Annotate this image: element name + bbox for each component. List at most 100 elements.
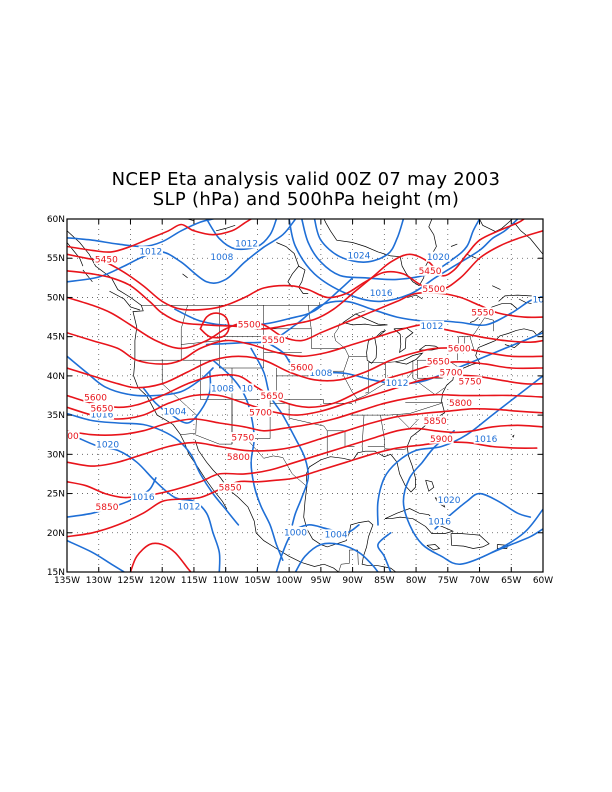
y-tick-label: 60N <box>47 215 65 225</box>
slp-label-bg <box>130 491 156 502</box>
coastline-segment <box>67 230 144 376</box>
slp-label-bg <box>346 250 372 261</box>
slp-label-bg <box>89 409 115 420</box>
slp-label: 1000 <box>284 528 307 538</box>
slp-label: 1016 <box>90 411 113 421</box>
coastline-segment <box>216 224 236 232</box>
slp-contour <box>67 355 214 397</box>
height-label-bg <box>230 432 256 443</box>
height-label-bg <box>94 254 119 265</box>
slp-label-bg <box>210 383 235 394</box>
height-label: 5800 <box>227 453 250 463</box>
title-line-1: NCEP Eta analysis valid 00Z 07 may 2003 <box>111 169 501 190</box>
slp-label: 1008 <box>210 253 233 263</box>
y-tick-label: 15N <box>47 568 65 578</box>
height-label-bg <box>259 390 285 401</box>
coastline-segment <box>194 440 339 572</box>
x-tick-label: 75W <box>438 576 458 586</box>
height-contour <box>67 219 525 330</box>
slp-contour <box>67 477 157 518</box>
height-label-bg <box>83 392 108 403</box>
boundary-line <box>333 323 346 349</box>
y-tick-label: 35N <box>47 411 65 421</box>
coastline-segment <box>469 303 518 323</box>
coastline-segment <box>425 479 435 492</box>
map-frame <box>66 218 544 573</box>
height-label: 5850 <box>96 503 119 513</box>
height-label: 400 <box>62 432 79 442</box>
slp-label-bg <box>209 251 235 262</box>
height-label: 5450 <box>419 267 442 277</box>
boundary-line <box>396 414 419 429</box>
boundary-line <box>338 549 359 572</box>
slp-label: 1012 <box>177 502 200 512</box>
y-tick-label: 45N <box>47 333 65 343</box>
x-tick-label: 125W <box>117 576 143 586</box>
height-contour <box>67 291 543 350</box>
height-contour <box>67 424 543 499</box>
slp-label-bg <box>419 320 445 331</box>
coastline-segment <box>518 298 532 305</box>
slp-contour <box>142 371 212 424</box>
slp-label-bg <box>138 246 163 257</box>
height-contour <box>67 219 252 253</box>
slp-label: 10 <box>242 385 254 395</box>
height-label-bg <box>89 403 115 414</box>
x-tick-label: 95W <box>311 576 331 586</box>
x-axis-ticks: 135W 130W 125W 120W 115W 110W 105W 100W 95W 90W 85… <box>54 219 553 586</box>
height-label-bg <box>470 307 495 318</box>
boundary-line <box>344 348 367 357</box>
height-label-bg <box>426 355 451 366</box>
coastline-segment <box>133 375 228 510</box>
boundary-line <box>323 399 352 404</box>
y-tick-label: 55N <box>47 254 65 264</box>
slp-contour <box>174 277 354 327</box>
height-label: 5650 <box>90 404 113 414</box>
slp-label: 1012 <box>139 247 162 257</box>
coastline-segment <box>450 533 490 549</box>
height-contour <box>67 360 543 409</box>
coastline-segment <box>395 352 424 365</box>
boundary-line <box>180 432 196 435</box>
x-tick-label: 100W <box>276 576 302 586</box>
coastline-segment <box>450 243 458 247</box>
slp-label: 1020 <box>438 496 461 506</box>
slp-label: 102 <box>533 295 550 305</box>
height-label-bg <box>429 433 454 444</box>
height-label: 5700 <box>249 408 272 418</box>
height-label: 5850 <box>424 417 447 427</box>
height-label-bg <box>417 265 443 276</box>
height-label: 5650 <box>261 392 284 402</box>
slp-contour <box>67 539 125 572</box>
coastline-segment <box>276 242 309 294</box>
height-contour <box>67 441 538 538</box>
slp-label-bg <box>436 494 462 505</box>
coastline-segment <box>178 219 194 221</box>
boundary-line <box>355 310 366 315</box>
slp-label: 1020 <box>96 440 119 450</box>
height-contour <box>67 374 543 420</box>
slp-label: 1016 <box>132 493 155 503</box>
slp-label: 1012 <box>420 322 443 332</box>
height-label-bg <box>226 451 251 462</box>
coastline-segment <box>496 544 508 549</box>
slp-contour <box>301 219 481 281</box>
slp-contour <box>313 219 405 263</box>
slp-label-bg <box>426 251 451 262</box>
x-tick-label: 105W <box>244 576 270 586</box>
y-tick-label: 50N <box>47 293 65 303</box>
y-tick-label: 20N <box>47 529 65 539</box>
height-label: 5600 <box>448 345 471 355</box>
height-contour <box>129 542 192 572</box>
x-tick-label: 90W <box>342 576 362 586</box>
height-label-bg <box>217 482 243 493</box>
slp-label-bg <box>368 287 394 298</box>
slp-label-bg <box>283 526 308 537</box>
coastline-segment <box>492 285 501 290</box>
height-label-bg <box>421 283 447 294</box>
slp-contour <box>67 412 240 526</box>
slp-contour <box>67 219 297 284</box>
x-tick-label: 115W <box>181 576 207 586</box>
coastline-segment <box>287 265 299 288</box>
